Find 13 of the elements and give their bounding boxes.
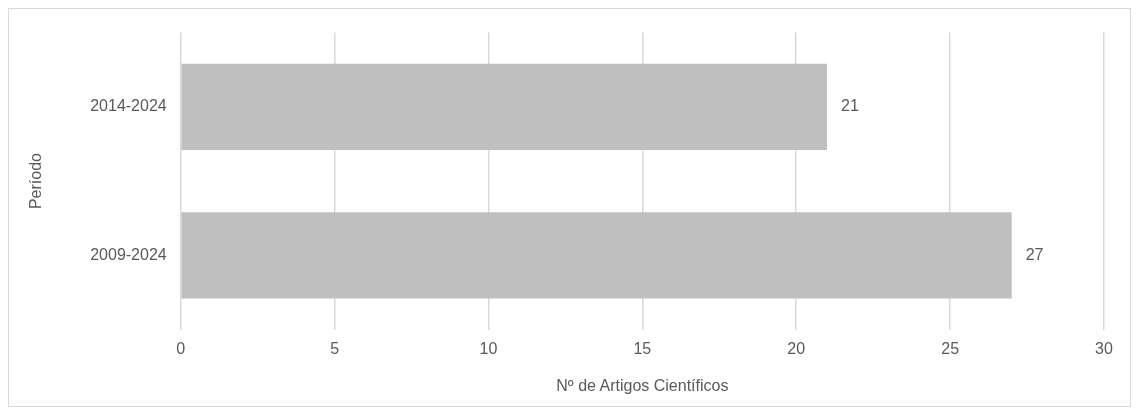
- x-tick-label: 30: [1095, 339, 1113, 357]
- x-tick-label: 10: [479, 339, 498, 357]
- data-label: 27: [1025, 245, 1044, 263]
- y-axis-title: Período: [27, 152, 45, 210]
- x-axis-title: Nº de Artigos Científicos: [556, 376, 729, 394]
- y-tick-label: 2009-2024: [90, 245, 167, 263]
- y-tick-label: 2014-2024: [90, 97, 167, 115]
- data-label: 21: [841, 97, 859, 115]
- x-tick-label: 25: [941, 339, 960, 357]
- x-tick-label: 5: [330, 339, 340, 357]
- x-tick-label: 0: [176, 339, 186, 357]
- x-tick-label: 20: [787, 339, 806, 357]
- x-tick-label: 15: [633, 339, 652, 357]
